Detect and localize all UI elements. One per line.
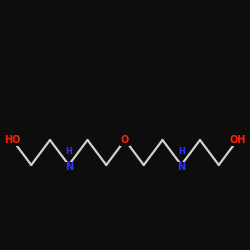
Text: N: N xyxy=(177,162,185,172)
Text: HO: HO xyxy=(4,135,21,145)
Text: H: H xyxy=(65,147,72,156)
Text: OH: OH xyxy=(229,135,246,145)
Text: N: N xyxy=(65,162,73,172)
Text: H: H xyxy=(178,147,185,156)
Text: O: O xyxy=(121,135,129,145)
